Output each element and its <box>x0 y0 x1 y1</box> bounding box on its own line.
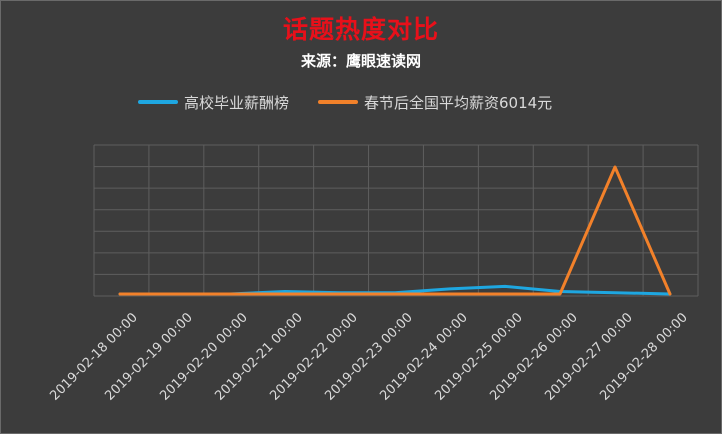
legend-label-0: 高校毕业薪酬榜 <box>184 94 289 112</box>
chart-subtitle: 来源：鹰眼速读网 <box>300 52 421 70</box>
legend-label-1: 春节后全国平均薪资6014元 <box>364 94 552 112</box>
series-lines <box>118 165 672 296</box>
legend: 高校毕业薪酬榜 春节后全国平均薪资6014元 <box>138 94 552 112</box>
series-line-1 <box>118 165 672 296</box>
plot-grid <box>93 144 699 297</box>
chart-title: 话题热度对比 <box>282 15 439 44</box>
